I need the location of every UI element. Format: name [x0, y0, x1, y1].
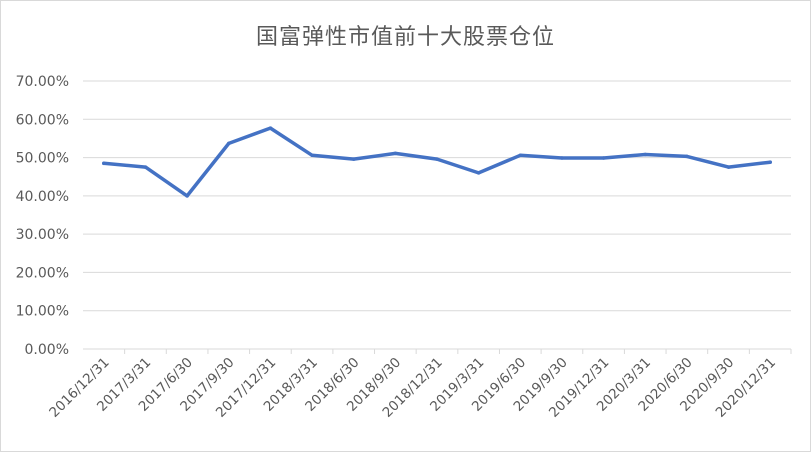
data-point	[560, 156, 564, 160]
data-point	[726, 165, 731, 169]
data-point	[601, 156, 606, 160]
chart-title: 国富弹性市值前十大股票仓位	[255, 25, 555, 50]
y-axis-ticks: 0.00% 10.00% 20.00% 30.00% 40.00% 50.00% 60.00…	[16, 74, 69, 358]
data-point	[268, 126, 273, 130]
y-tick-label: 10.00%	[16, 304, 69, 320]
data-point	[102, 161, 106, 166]
data-point	[351, 157, 356, 161]
y-tick-label: 70.00%	[16, 74, 69, 90]
data-point	[310, 153, 314, 158]
y-tick-label: 0.00%	[25, 342, 69, 358]
data-point	[518, 153, 523, 158]
data-point	[227, 141, 231, 146]
series-layer	[102, 126, 772, 198]
y-tick-label: 30.00%	[16, 227, 69, 243]
data-point	[143, 165, 148, 169]
data-point	[643, 152, 647, 157]
data-point	[393, 151, 398, 156]
y-tick-label: 20.00%	[16, 265, 69, 281]
gridlines	[83, 80, 791, 350]
y-tick-label: 40.00%	[16, 189, 69, 205]
x-axis-ticks: 2016/12/312017/3/312017/6/302017/9/30201…	[46, 349, 792, 421]
y-tick-label: 50.00%	[16, 151, 69, 167]
data-point	[435, 157, 439, 161]
data-point	[768, 160, 772, 164]
y-tick-label: 60.00%	[16, 112, 69, 128]
data-point	[685, 154, 689, 159]
series-line	[102, 126, 772, 198]
data-point	[476, 171, 481, 175]
data-point	[185, 194, 189, 198]
